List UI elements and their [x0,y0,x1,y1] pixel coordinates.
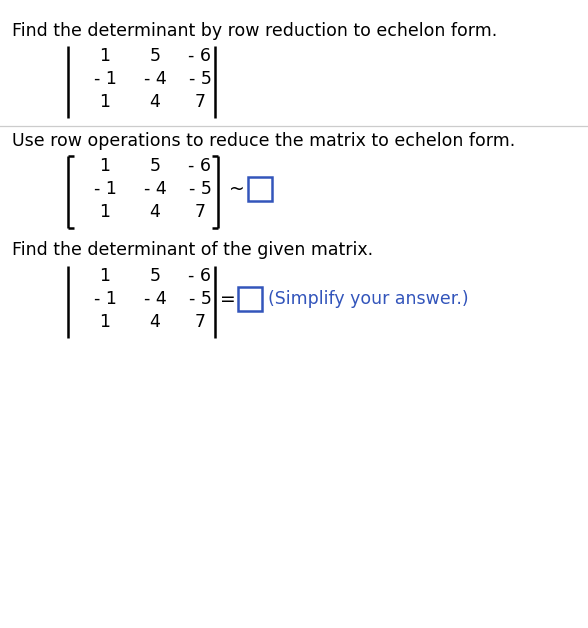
Text: - 6: - 6 [189,47,212,65]
Text: 4: 4 [149,203,161,221]
Text: - 4: - 4 [143,290,166,308]
Text: 1: 1 [99,313,111,331]
Text: - 4: - 4 [143,70,166,88]
Text: 5: 5 [149,157,161,175]
Text: 4: 4 [149,313,161,331]
Text: 7: 7 [195,93,205,111]
Text: Find the determinant by row reduction to echelon form.: Find the determinant by row reduction to… [12,22,497,40]
Text: 7: 7 [195,313,205,331]
FancyBboxPatch shape [238,287,262,311]
Text: - 4: - 4 [143,180,166,198]
Text: (Simplify your answer.): (Simplify your answer.) [268,290,469,308]
FancyBboxPatch shape [248,177,272,201]
Text: - 5: - 5 [189,290,212,308]
Text: =: = [220,290,236,308]
Text: 5: 5 [149,47,161,65]
Text: 1: 1 [99,157,111,175]
Text: 5: 5 [149,267,161,285]
Text: - 6: - 6 [189,267,212,285]
Text: Find the determinant of the given matrix.: Find the determinant of the given matrix… [12,241,373,259]
Text: 1: 1 [99,203,111,221]
Text: 4: 4 [149,93,161,111]
Text: - 5: - 5 [189,70,212,88]
Text: - 1: - 1 [93,290,116,308]
Text: 1: 1 [99,267,111,285]
Text: - 1: - 1 [93,70,116,88]
Text: - 5: - 5 [189,180,212,198]
Text: 7: 7 [195,203,205,221]
Text: - 6: - 6 [189,157,212,175]
Text: - 1: - 1 [93,180,116,198]
Text: ~: ~ [229,180,245,198]
Text: 1: 1 [99,93,111,111]
Text: 1: 1 [99,47,111,65]
Text: Use row operations to reduce the matrix to echelon form.: Use row operations to reduce the matrix … [12,132,515,150]
